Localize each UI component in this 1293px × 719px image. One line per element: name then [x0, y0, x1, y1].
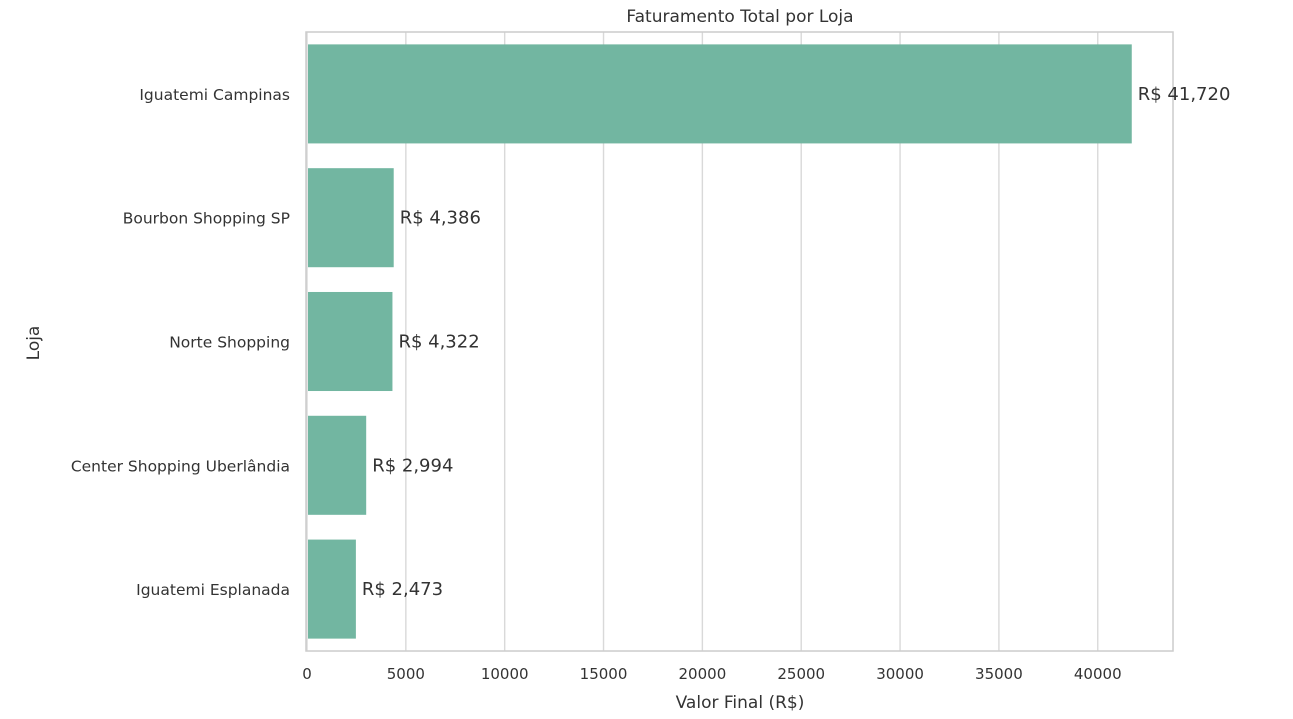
bar	[308, 44, 1132, 144]
y-category-labels: Iguatemi Campinas Bourbon Shopping SP Nort…	[71, 86, 290, 599]
category-label: Iguatemi Esplanada	[136, 581, 290, 599]
bar	[308, 415, 367, 515]
plot-frame	[305, 31, 1174, 652]
x-tick-label: 5000	[387, 665, 425, 683]
category-label: Norte Shopping	[169, 334, 290, 352]
category-label: Center Shopping Uberlândia	[71, 457, 290, 475]
data-label: R$ 2,994	[372, 455, 453, 476]
bar	[308, 168, 394, 268]
x-tick-label: 40000	[1074, 665, 1122, 683]
chart-title: Faturamento Total por Loja	[626, 7, 853, 27]
x-tick-label: 10000	[481, 665, 529, 683]
data-labels: R$ 41,720 R$ 4,386 R$ 4,322 R$ 2,994 R$ 2,47…	[362, 84, 1231, 600]
data-label: R$ 4,386	[400, 208, 481, 229]
x-tick-label: 25000	[777, 665, 825, 683]
x-tick-label: 0	[302, 665, 312, 683]
bar	[308, 539, 356, 639]
x-tick-label: 35000	[975, 665, 1023, 683]
y-axis-label: Loja	[24, 326, 44, 361]
x-axis-label: Valor Final (R$)	[676, 693, 805, 713]
data-label: R$ 2,473	[362, 579, 443, 600]
x-tick-label: 20000	[679, 665, 727, 683]
bars	[308, 44, 1132, 639]
data-label: R$ 41,720	[1138, 84, 1231, 105]
x-tick-labels: 0 5000 10000 15000 20000 25000 30000 35000 40000	[302, 665, 1121, 683]
category-label: Iguatemi Campinas	[139, 86, 290, 104]
data-label: R$ 4,322	[398, 332, 479, 353]
x-tick-label: 15000	[580, 665, 628, 683]
bar	[308, 291, 393, 392]
x-tick-label: 30000	[876, 665, 924, 683]
category-label: Bourbon Shopping SP	[123, 210, 290, 228]
